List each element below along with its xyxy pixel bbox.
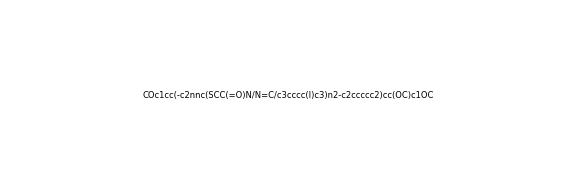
Text: COc1cc(-c2nnc(SCC(=O)N/N=C/c3cccc(I)c3)n2-c2ccccc2)cc(OC)c1OC: COc1cc(-c2nnc(SCC(=O)N/N=C/c3cccc(I)c3)n…: [142, 91, 434, 100]
